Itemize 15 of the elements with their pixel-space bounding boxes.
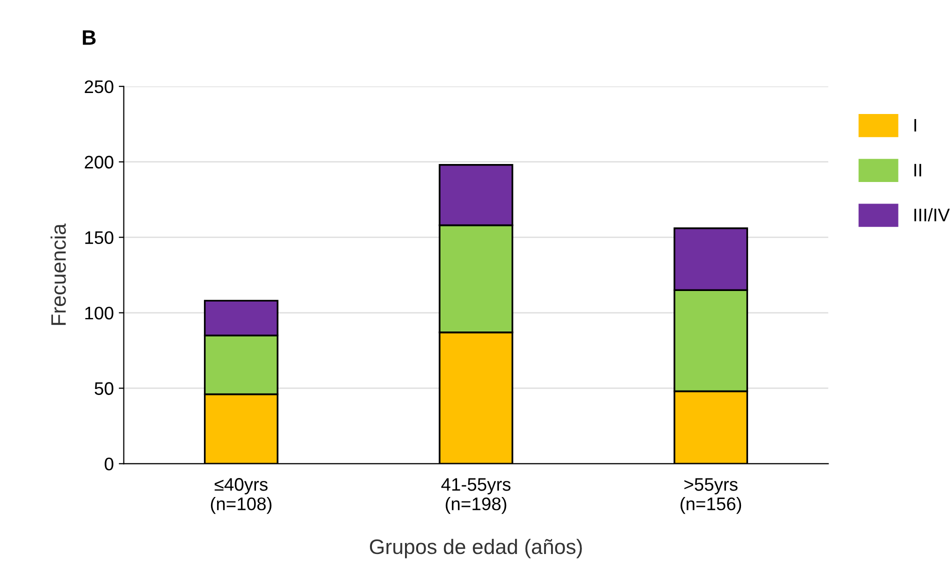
legend-label: II (914, 164, 922, 176)
y-axis-title: Frecuencia (50, 224, 66, 325)
y-tick-label: 50 (94, 382, 114, 395)
y-tick-label: 200 (84, 156, 114, 169)
y-tick-label: 150 (85, 231, 114, 244)
legend-label: III/IV (914, 208, 950, 222)
y-tick-label: 250 (84, 80, 114, 94)
chart-title: B (82, 30, 96, 45)
x-tick-label: >55yrs (n=156) (680, 478, 742, 514)
x-tick-label: ≤40yrs (n=108) (210, 478, 272, 514)
y-tick-label: 0 (104, 458, 114, 470)
x-axis-title: Grupos de edad (años) (370, 538, 582, 558)
legend-label: I (914, 119, 916, 132)
x-tick-label: 41-55yrs (n=198) (441, 478, 510, 514)
y-tick-label: 100 (85, 306, 114, 320)
